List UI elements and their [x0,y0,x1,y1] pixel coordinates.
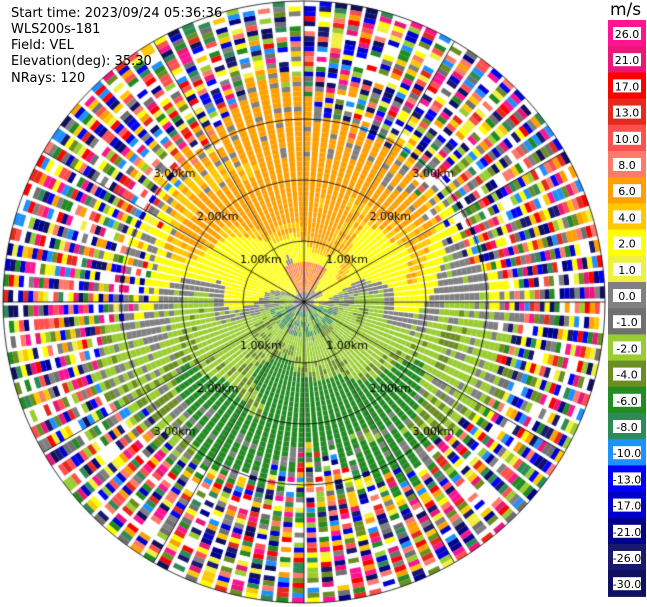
elevation-label: Elevation(deg): 35.30 [11,54,152,69]
colorbar-tick-label: 4.0 [618,211,636,224]
colorbar-tick-label: 13.0 [615,107,640,120]
colorbar-tick-label: -4.0 [616,369,637,382]
colorbar-tick-label: 1.0 [618,264,636,277]
colorbar-label-bg [613,367,641,381]
colorbar-unit-label: m/s [610,0,642,20]
colorbar-tick-label: 26.0 [615,28,640,41]
colorbar-tick-label: 17.0 [615,80,640,93]
colorbar-tick-label: 10.0 [615,133,640,146]
colorbar-label-bg [613,446,641,460]
colorbar-label-bg [613,341,641,355]
colorbar-label-bg [613,472,641,486]
nrays-label: NRays: 120 [11,71,86,86]
colorbar-label-bg [613,236,641,250]
station-label: WLS200s-181 [11,22,101,37]
start-time-label: Start time: 2023/09/24 05:36:36 [11,6,223,21]
colorbar-label-bg [613,524,641,538]
colorbar-tick-label: -10.0 [613,447,641,460]
field-label: Field: VEL [11,38,74,53]
colorbar-label-bg [613,210,641,224]
colorbar-label-bg [613,289,641,302]
colorbar-label-bg [613,393,641,407]
colorbar-label-bg [613,498,641,512]
colorbar-label-bg [613,184,641,198]
ppi-velocity-plot [0,0,607,607]
colorbar-label-bg [613,105,641,119]
colorbar-label-bg [613,27,641,40]
colorbar-label-bg [613,315,641,329]
colorbar-tick-label: 21.0 [615,54,640,67]
colorbar-tick-label: -2.0 [616,342,637,355]
colorbar-tick-label: 8.0 [618,159,636,172]
colorbar-tick-label: -8.0 [616,421,637,434]
colorbar-tick-label: -1.0 [616,316,637,329]
colorbar-tick-label: 2.0 [618,238,636,251]
colorbar-label-bg [613,53,641,67]
colorbar-label-bg [613,131,641,145]
colorbar-tick-label: -13.0 [613,473,641,486]
colorbar-tick-label: -21.0 [613,526,641,539]
colorbar-tick-label: -26.0 [613,552,641,565]
colorbar-tick-label: 6.0 [618,185,636,198]
colorbar-tick-label: -30.0 [613,578,641,591]
colorbar-label-bg [613,158,641,171]
colorbar-label-bg [613,551,641,564]
velocity-colorbar: 26.0 21.0 17.0 13.0 10.0 8.0 6.0 4.0 2.0 1.0 0.0 -1… [608,20,646,597]
colorbar-label-bg [613,577,641,591]
colorbar-label-bg [613,420,641,433]
colorbar-label-bg [613,262,641,276]
colorbar-label-bg [613,79,641,93]
colorbar-tick-label: -17.0 [613,500,641,513]
colorbar-tick-label: -6.0 [616,395,637,408]
colorbar-tick-label: 0.0 [618,290,636,303]
